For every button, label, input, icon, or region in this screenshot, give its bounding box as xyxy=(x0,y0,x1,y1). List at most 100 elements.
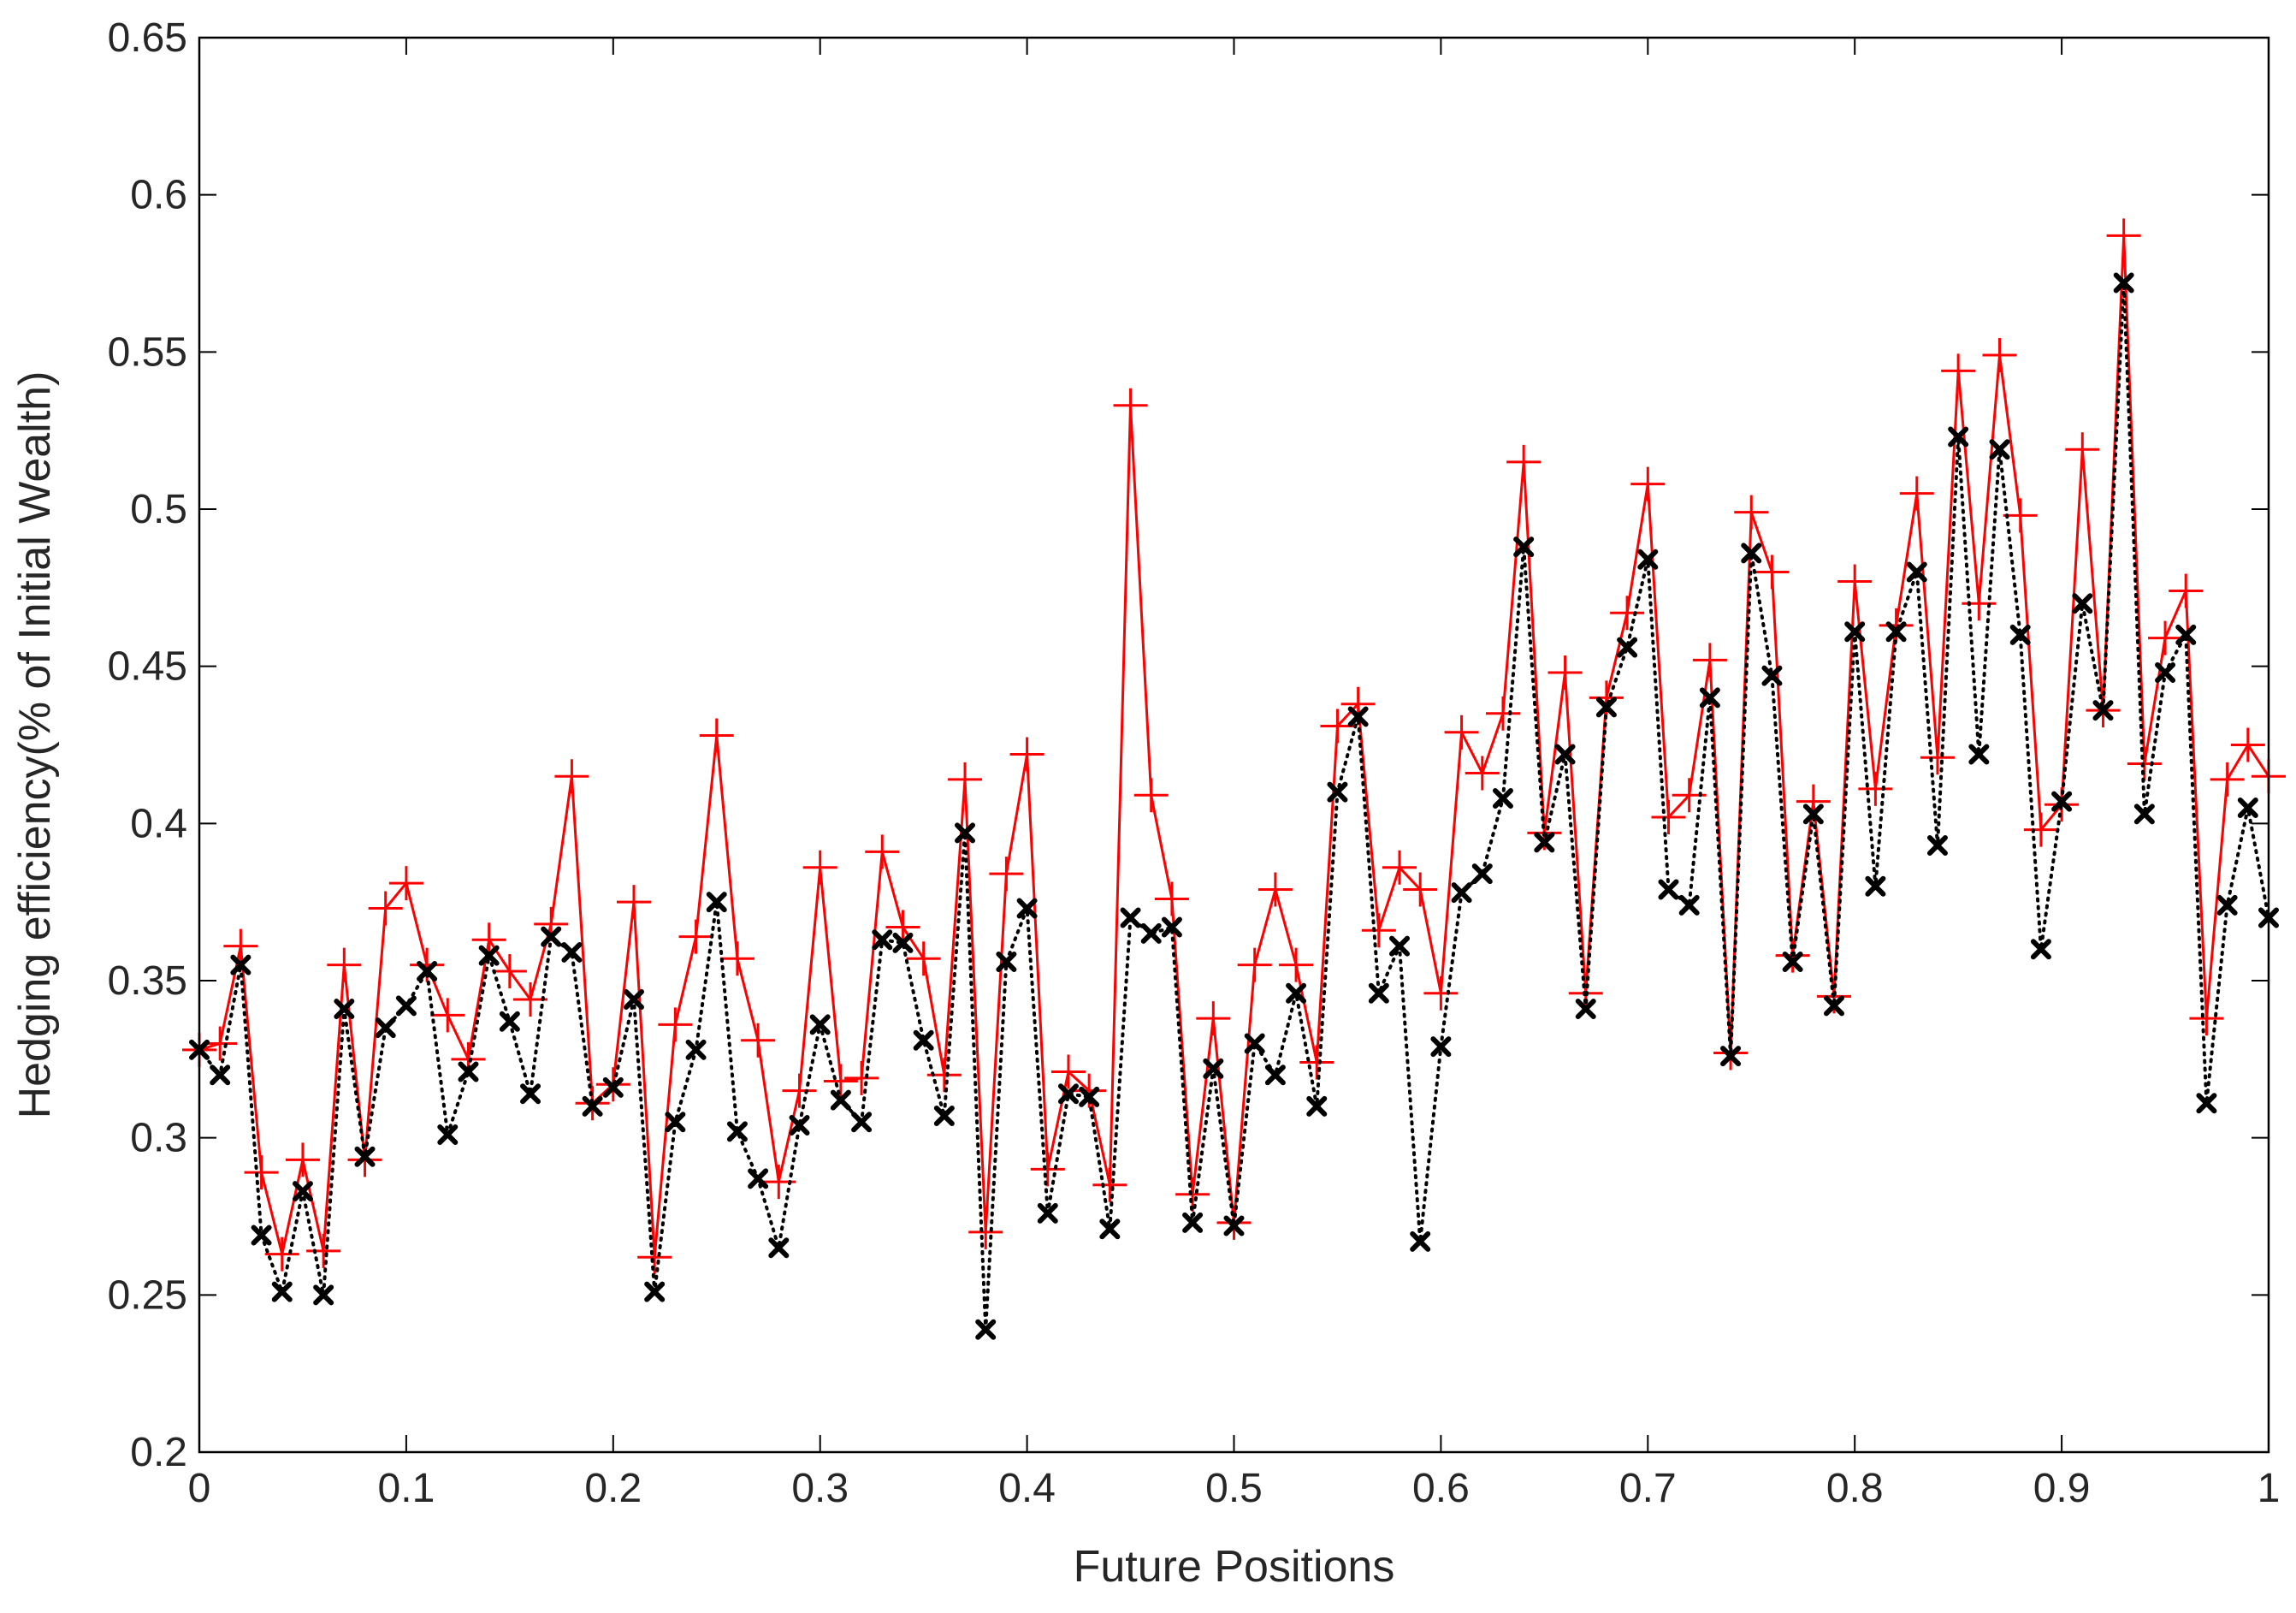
x-tick-label: 0.9 xyxy=(2033,1466,2091,1511)
data-point-plus xyxy=(1506,444,1542,479)
y-tick-label: 0.2 xyxy=(130,1430,187,1475)
data-point-x xyxy=(1678,894,1700,916)
data-point-x xyxy=(1720,1046,1742,1067)
data-point-plus xyxy=(1403,872,1438,907)
data-point-plus xyxy=(2189,1001,2224,1036)
data-point-x xyxy=(955,822,976,844)
data-point-plus xyxy=(2023,812,2058,847)
data-point-plus xyxy=(1444,715,1479,750)
data-point-x xyxy=(1595,697,1617,718)
data-point-x xyxy=(1658,879,1679,900)
data-point-plus xyxy=(1423,976,1459,1011)
data-point-x xyxy=(1906,561,1927,583)
data-point-plus xyxy=(1113,388,1148,423)
data-point-x xyxy=(292,1181,313,1202)
data-point-plus xyxy=(492,953,527,988)
data-point-plus xyxy=(2065,432,2100,467)
data-point-plus xyxy=(802,850,837,885)
data-point-plus xyxy=(430,998,465,1033)
data-point-x xyxy=(2072,593,2093,614)
series-line xyxy=(198,281,2270,1331)
x-tick-label: 0.3 xyxy=(791,1466,849,1511)
data-point-x xyxy=(1389,935,1411,957)
data-point-x xyxy=(1885,621,1907,643)
data-point-plus xyxy=(906,941,941,976)
data-point-plus xyxy=(865,834,900,869)
data-point-plus xyxy=(1299,1045,1334,1080)
data-point-x xyxy=(830,1089,851,1111)
data-point-plus xyxy=(885,910,920,945)
data-point-plus xyxy=(658,1007,693,1042)
data-point-x xyxy=(1223,1215,1245,1236)
y-tick-label: 0.35 xyxy=(108,958,187,1004)
data-point-plus xyxy=(1361,913,1396,948)
data-point-x xyxy=(1327,781,1348,803)
data-point-plus xyxy=(1196,1001,1231,1036)
data-point-plus xyxy=(244,1155,279,1190)
data-point-x xyxy=(644,1281,666,1302)
data-point-x xyxy=(2216,894,2238,916)
data-point-plus xyxy=(2169,573,2204,608)
data-point-x xyxy=(1554,744,1576,765)
x-tick-label: 0.1 xyxy=(378,1466,435,1511)
data-point-x xyxy=(1968,744,1990,765)
x-tick-label: 0.2 xyxy=(584,1466,642,1511)
data-point-plus xyxy=(1465,756,1500,791)
data-point-plus xyxy=(1279,947,1314,982)
data-point-x xyxy=(1161,916,1182,938)
data-point-x xyxy=(1741,543,1762,564)
data-point-x xyxy=(623,989,644,1011)
data-point-x xyxy=(1306,1095,1328,1117)
data-point-x xyxy=(685,1039,707,1060)
data-point-plus xyxy=(327,947,362,982)
data-point-x xyxy=(1637,549,1659,570)
data-point-plus xyxy=(1485,696,1520,731)
x-tick-label: 0 xyxy=(188,1466,211,1511)
data-point-x xyxy=(1471,863,1493,885)
y-tick-label: 0.6 xyxy=(130,173,187,218)
data-point-plus xyxy=(1858,771,1893,806)
data-point-plus xyxy=(1982,338,2017,373)
x-tick-label: 1 xyxy=(2258,1466,2281,1511)
data-point-plus xyxy=(741,1023,776,1058)
data-point-plus xyxy=(1030,1152,1065,1187)
data-point-x xyxy=(375,1017,396,1039)
data-point-x xyxy=(478,945,500,966)
data-point-x xyxy=(1926,835,1948,857)
y-axis-label: Hedging efficiency(% of Initial Wealth) xyxy=(10,371,60,1119)
data-point-x xyxy=(1534,832,1555,853)
data-point-plus xyxy=(989,857,1024,892)
data-point-x xyxy=(2030,939,2051,960)
x-axis-label: Future Positions xyxy=(1074,1542,1395,1592)
data-point-x xyxy=(2133,804,2155,825)
data-point-x xyxy=(1513,537,1535,558)
data-point-x xyxy=(1761,665,1783,686)
data-point-x xyxy=(892,932,914,953)
data-point-x xyxy=(1347,706,1369,727)
data-point-plus xyxy=(1547,655,1583,691)
data-point-plus xyxy=(1630,466,1666,501)
data-point-plus xyxy=(1382,850,1417,885)
data-point-plus xyxy=(2003,498,2038,533)
y-tick-label: 0.45 xyxy=(108,644,187,690)
data-point-x xyxy=(1182,1212,1204,1233)
data-point-x xyxy=(499,1011,520,1032)
data-point-x xyxy=(768,1237,790,1259)
data-point-x xyxy=(1244,1033,1265,1054)
data-point-plus xyxy=(388,866,423,901)
data-point-x xyxy=(417,960,438,981)
data-point-x xyxy=(2092,700,2114,721)
x-tick-label: 0.6 xyxy=(1412,1466,1470,1511)
data-point-x xyxy=(1368,982,1389,1004)
data-point-x xyxy=(210,1064,231,1086)
data-point-plus xyxy=(968,1214,1003,1249)
data-point-x xyxy=(1410,1231,1431,1252)
data-point-plus xyxy=(368,891,403,926)
data-point-x xyxy=(2175,624,2197,645)
data-point-x xyxy=(582,1095,603,1117)
data-point-plus xyxy=(699,718,734,753)
data-point-x xyxy=(1492,787,1513,809)
data-point-plus xyxy=(1651,799,1686,834)
data-point-x xyxy=(230,954,251,976)
data-point-plus xyxy=(2127,746,2162,781)
